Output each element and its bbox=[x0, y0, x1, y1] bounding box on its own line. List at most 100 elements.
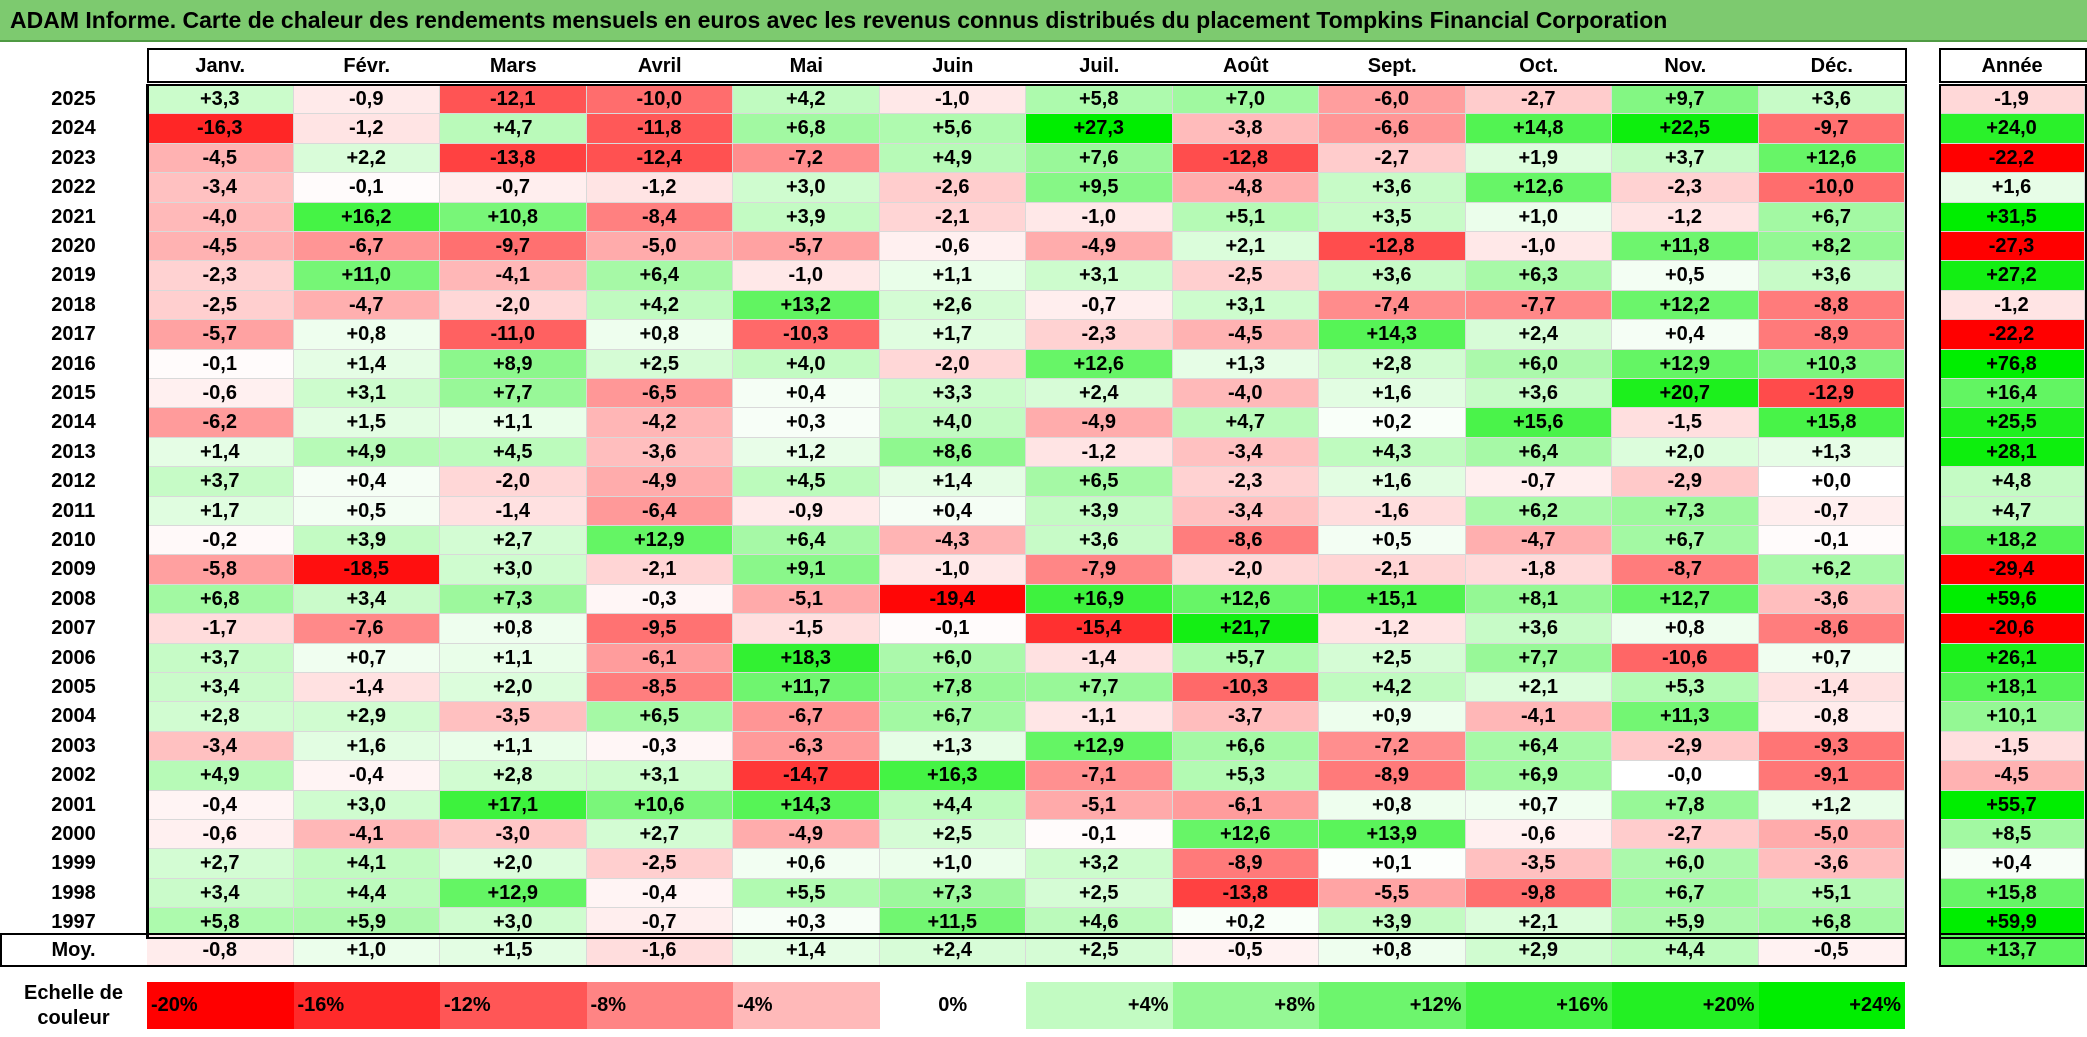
heatmap-cell: -2,1 bbox=[879, 202, 1026, 232]
annual-cell: -1,2 bbox=[1939, 290, 2085, 321]
color-scale-stop: -16% bbox=[293, 982, 440, 1029]
heatmap-cell: -2,3 bbox=[1172, 467, 1319, 497]
heatmap-cell: +1,2 bbox=[1758, 790, 1905, 820]
heatmap-cell: +3,4 bbox=[293, 584, 440, 615]
annual-cell: +26,1 bbox=[1939, 643, 2085, 673]
heatmap-cell: -13,8 bbox=[1172, 878, 1319, 909]
heatmap-cell: -9,5 bbox=[586, 614, 733, 644]
heatmap-cell: +0,8 bbox=[293, 320, 440, 350]
heatmap-cell: -1,0 bbox=[1465, 232, 1612, 262]
heatmap-cell: +1,6 bbox=[1319, 379, 1466, 409]
heatmap-cell: -4,7 bbox=[293, 290, 440, 321]
heatmap-cell: +3,7 bbox=[147, 467, 294, 497]
heatmap-cell: -2,3 bbox=[147, 261, 294, 291]
row-year-label: 2008 bbox=[51, 587, 96, 610]
heatmap-cell: +5,6 bbox=[879, 114, 1026, 144]
heatmap-cell: +2,7 bbox=[147, 849, 294, 879]
heatmap-cell: +0,8 bbox=[440, 614, 587, 644]
heatmap-cell: -9,7 bbox=[1758, 114, 1905, 144]
heatmap-cell: -12,9 bbox=[1758, 379, 1905, 409]
row-year-label: 2014 bbox=[51, 411, 96, 434]
heatmap-cell: +12,6 bbox=[1465, 173, 1612, 203]
heatmap-cell: -4,1 bbox=[440, 261, 587, 291]
heatmap-cell: -2,5 bbox=[1172, 261, 1319, 291]
heatmap-cell: +4,5 bbox=[440, 437, 587, 468]
heatmap-cell: +27,3 bbox=[1026, 114, 1173, 144]
heatmap-cell: -4,9 bbox=[1026, 232, 1173, 262]
heatmap-cell: -9,3 bbox=[1758, 731, 1905, 762]
heatmap-cell: +6,2 bbox=[1758, 555, 1905, 585]
annual-cell: -27,3 bbox=[1939, 232, 2085, 262]
heatmap-cell: -12,4 bbox=[586, 143, 733, 174]
heatmap-cell: -4,5 bbox=[147, 232, 294, 262]
heatmap-cell: +1,4 bbox=[879, 467, 1026, 497]
heatmap-cell: -5,1 bbox=[733, 584, 880, 615]
heatmap-cell: +4,0 bbox=[733, 349, 880, 379]
heatmap-cell: +6,0 bbox=[1612, 849, 1759, 879]
heatmap-cell: -2,3 bbox=[1612, 173, 1759, 203]
heatmap-cell: +6,5 bbox=[1026, 467, 1173, 497]
color-scale-stop: -8% bbox=[586, 982, 733, 1029]
annual-cell: -20,6 bbox=[1939, 614, 2085, 644]
heatmap-cell: +2,2 bbox=[293, 143, 440, 174]
heatmap-cell: +3,1 bbox=[293, 379, 440, 409]
heatmap-cell: -3,6 bbox=[586, 437, 733, 468]
month-header: Déc. bbox=[1810, 55, 1853, 77]
heatmap-cell: -1,4 bbox=[293, 673, 440, 703]
heatmap-cell: -6,7 bbox=[733, 702, 880, 732]
heatmap-cell: +0,4 bbox=[1612, 320, 1759, 350]
heatmap-cell: +2,7 bbox=[586, 820, 733, 850]
heatmap-cell: +7,3 bbox=[1612, 496, 1759, 526]
heatmap-cell: +1,5 bbox=[293, 408, 440, 438]
annual-cell: -1,9 bbox=[1939, 85, 2085, 115]
heatmap-cell: -10,0 bbox=[586, 85, 733, 115]
color-scale-stop: +24% bbox=[1758, 982, 1905, 1029]
heatmap-cell: -0,1 bbox=[293, 173, 440, 203]
row-year-label: 2017 bbox=[51, 323, 96, 346]
heatmap-cell: +2,7 bbox=[440, 526, 587, 556]
heatmap-cell: +9,1 bbox=[733, 555, 880, 585]
heatmap-cell: +7,7 bbox=[1026, 673, 1173, 703]
heatmap-cell: +3,6 bbox=[1319, 261, 1466, 291]
heatmap-cell: +6,0 bbox=[879, 643, 1026, 673]
heatmap-cell: -7,2 bbox=[733, 143, 880, 174]
average-cell: +2,5 bbox=[1026, 935, 1173, 966]
heatmap-cell: -8,6 bbox=[1172, 526, 1319, 556]
heatmap-cell: -0,1 bbox=[879, 614, 1026, 644]
row-year-label: 2022 bbox=[51, 176, 96, 199]
heatmap-cell: +5,8 bbox=[147, 908, 294, 938]
color-scale-stop: +20% bbox=[1612, 982, 1759, 1029]
heatmap-cell: -7,6 bbox=[293, 614, 440, 644]
heatmap-cell: +0,3 bbox=[733, 908, 880, 938]
heatmap-cell: +11,8 bbox=[1612, 232, 1759, 262]
heatmap-cell: -6,0 bbox=[1319, 85, 1466, 115]
heatmap-cell: +3,7 bbox=[1612, 143, 1759, 174]
heatmap-cell: -0,4 bbox=[293, 761, 440, 791]
heatmap-cell: +0,2 bbox=[1172, 908, 1319, 938]
heatmap-cell: -0,7 bbox=[1465, 467, 1612, 497]
heatmap-cell: -5,7 bbox=[147, 320, 294, 350]
heatmap-cell: +0,1 bbox=[1319, 849, 1466, 879]
heatmap-cell: +8,1 bbox=[1465, 584, 1612, 615]
heatmap-cell: -0,6 bbox=[147, 820, 294, 850]
row-year-label: 2021 bbox=[51, 205, 96, 228]
heatmap-cell: +3,6 bbox=[1319, 173, 1466, 203]
heatmap-cell: +5,8 bbox=[1026, 85, 1173, 115]
heatmap-cell: -0,8 bbox=[1758, 702, 1905, 732]
heatmap-cell: +11,3 bbox=[1612, 702, 1759, 732]
heatmap-cell: +1,1 bbox=[440, 643, 587, 673]
heatmap-cell: +2,5 bbox=[879, 820, 1026, 850]
heatmap-cell: -2,0 bbox=[879, 349, 1026, 379]
heatmap-cell: +8,9 bbox=[440, 349, 587, 379]
heatmap-cell: -2,1 bbox=[1319, 555, 1466, 585]
heatmap-cell: +3,6 bbox=[1465, 379, 1612, 409]
row-year-label: 2016 bbox=[51, 352, 96, 375]
heatmap-cell: -6,6 bbox=[1319, 114, 1466, 144]
heatmap-cell: -1,6 bbox=[1319, 496, 1466, 526]
heatmap-cell: +6,5 bbox=[586, 702, 733, 732]
row-year-label: 2002 bbox=[51, 764, 96, 787]
heatmap-cell: +4,4 bbox=[293, 878, 440, 909]
heatmap-cell: +7,3 bbox=[879, 878, 1026, 909]
row-year-label: 2025 bbox=[51, 88, 96, 110]
row-year-label: 2004 bbox=[51, 705, 96, 728]
